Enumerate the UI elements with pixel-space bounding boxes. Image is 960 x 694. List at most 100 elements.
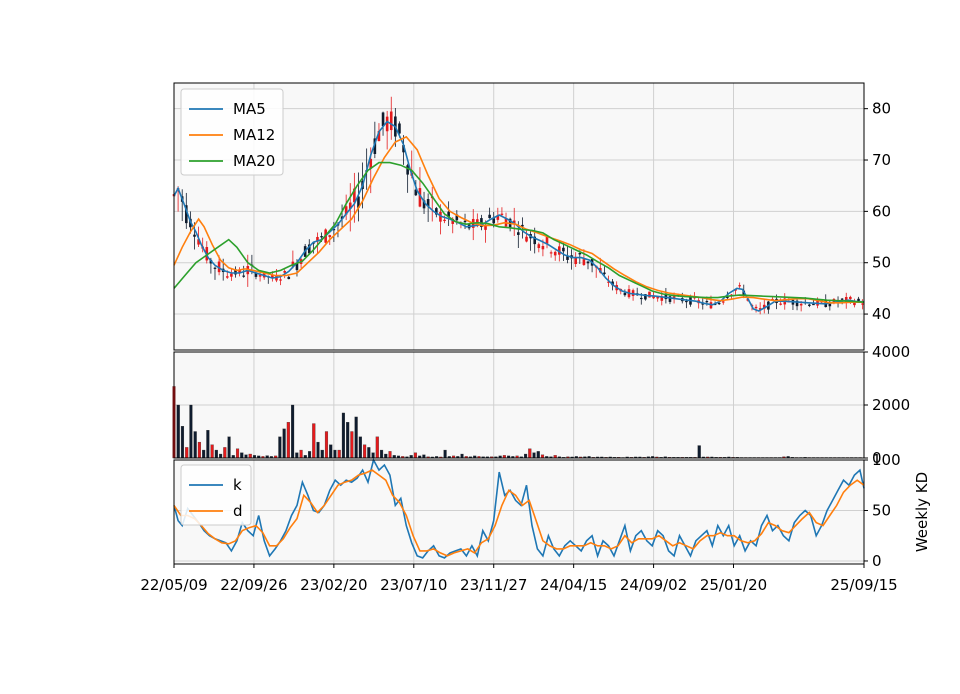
price-ytick-label: 60 (872, 202, 891, 220)
volume-bar (532, 452, 536, 459)
series-line-ma20 (173, 161, 865, 303)
candle-body (652, 295, 655, 299)
candle-body (639, 297, 643, 300)
candle-body (525, 236, 528, 242)
volume-bar (202, 449, 206, 459)
candle-body (262, 271, 266, 278)
kd-panel (173, 459, 865, 564)
xtick-label: 24/09/02 (620, 576, 687, 594)
legend-label-k: k (233, 476, 242, 494)
candle-body (422, 200, 426, 209)
volume-bar (375, 436, 379, 459)
candle-body (853, 302, 856, 306)
candle-body (193, 234, 196, 237)
volume-bar (528, 448, 532, 459)
candle-body (213, 267, 217, 269)
volume-bar (354, 416, 358, 459)
candle-body (381, 112, 385, 127)
candle-body (258, 275, 262, 277)
candle-body (685, 300, 688, 303)
candle-body (369, 158, 373, 169)
volume-ytick-label: 2000 (872, 396, 910, 414)
candle-body (447, 211, 450, 217)
candle-body (287, 276, 291, 280)
legend-label-ma12: MA12 (233, 126, 275, 144)
candle-body (197, 239, 200, 245)
candle-body (656, 296, 659, 299)
candle-body (840, 298, 844, 300)
volume-bar (206, 430, 210, 459)
volume-bar (307, 451, 312, 459)
candle-body (225, 276, 229, 278)
volume-bar (219, 453, 223, 459)
volume-bar (312, 423, 316, 459)
candle-body (754, 306, 758, 309)
legend-label-ma20: MA20 (233, 152, 275, 170)
candle-body (844, 297, 848, 303)
candle-body (389, 111, 393, 131)
candle-body (799, 303, 803, 306)
candle-body (279, 279, 282, 281)
candle-body (328, 235, 332, 238)
volume-bar (697, 445, 701, 459)
xtick-label: 22/09/26 (220, 576, 287, 594)
volume-bar (295, 452, 299, 459)
volume-bar (337, 449, 341, 459)
price-ytick-label: 50 (872, 254, 891, 272)
volume-panel (173, 351, 865, 459)
legend-label-ma5: MA5 (233, 100, 266, 118)
candle-body (344, 206, 348, 215)
candle-body (812, 303, 815, 306)
candle-body (861, 303, 864, 305)
candle-body (414, 189, 418, 196)
candle-body (348, 202, 352, 209)
candle-body (398, 123, 401, 134)
volume-bar (282, 428, 286, 459)
candle-body (230, 273, 233, 277)
volume-bar (413, 452, 417, 459)
price-ytick-label: 70 (872, 151, 891, 169)
candle-body (271, 275, 274, 279)
candle-body (582, 259, 586, 265)
volume-bar (443, 449, 447, 459)
candle-body (537, 244, 541, 249)
candle-body (307, 244, 311, 254)
candle-body (578, 252, 582, 255)
candle-body (500, 213, 504, 215)
kd-panel-bg (174, 460, 864, 564)
volume-bar (358, 436, 362, 459)
candle-body (406, 165, 409, 175)
candle-body (316, 236, 319, 242)
candle-body (283, 270, 286, 273)
price-panel-bg (174, 83, 864, 350)
candle-body (463, 220, 467, 223)
volume-bar (240, 452, 244, 459)
volume-bar (223, 447, 227, 459)
candle-body (762, 304, 766, 309)
candle-body (779, 303, 782, 305)
volume-bar (248, 453, 252, 459)
volume-bar (197, 441, 201, 459)
price-ytick-label: 80 (872, 100, 891, 118)
candle-body (455, 214, 459, 221)
kd-legend-box (180, 464, 252, 526)
volume-ytick-label: 0 (872, 449, 882, 467)
candle-body (795, 300, 799, 307)
candle-body (648, 291, 651, 298)
xtick-label: 23/02/20 (300, 576, 367, 594)
candle-body (545, 236, 549, 244)
volume-bar (291, 404, 295, 459)
volume-bar (341, 412, 345, 459)
candle-body (828, 303, 832, 307)
volume-bar (235, 448, 240, 459)
kd-ylabel: Weekly KD (913, 472, 931, 552)
candle-body (664, 293, 668, 300)
volume-bar (176, 404, 180, 459)
candle-body (660, 296, 664, 301)
volume-bar (324, 431, 329, 459)
candle-body (808, 304, 811, 306)
candle-body (295, 262, 299, 271)
kd-panel-frame (173, 459, 865, 565)
candle-body (738, 285, 741, 287)
volume-bar (193, 431, 197, 459)
